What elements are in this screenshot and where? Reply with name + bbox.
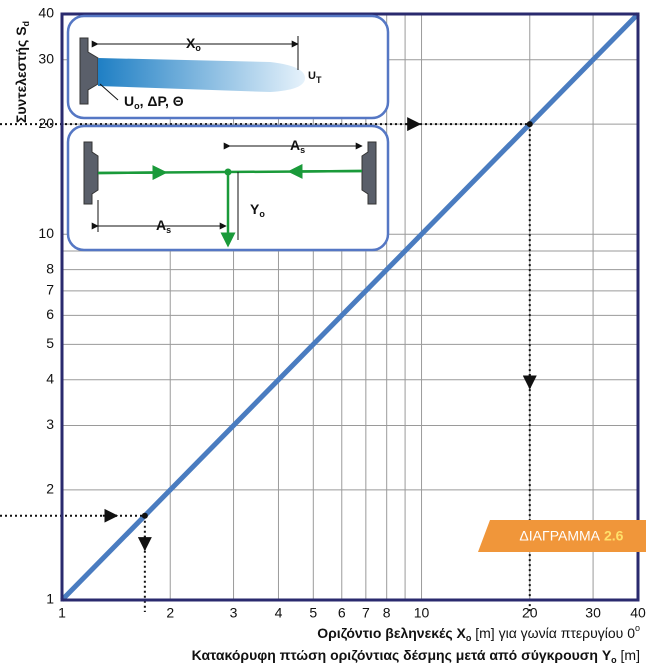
label-part: s xyxy=(166,225,171,235)
x-tick-label: 4 xyxy=(275,605,283,621)
series-line xyxy=(60,12,640,602)
inset-collision-left: As xyxy=(156,217,171,236)
label-part: X xyxy=(186,35,196,51)
label-part: o xyxy=(635,623,640,633)
label-part: o xyxy=(134,101,140,111)
inset-collision-right: As xyxy=(290,137,305,156)
x-tick-label: 5 xyxy=(309,605,317,621)
badge: ΔΙΑΓΡΑΜΜΑ 2.6 xyxy=(478,520,646,552)
x-tick-label: 2 xyxy=(166,605,174,621)
y-tick-label: 2 xyxy=(46,481,54,497)
label-part: T xyxy=(316,75,322,85)
inset-bottom xyxy=(66,124,390,252)
label-part: o xyxy=(466,633,472,643)
x-tick-label: 7 xyxy=(362,605,370,621)
inset-x-range: Xo xyxy=(186,35,201,54)
x-tick-label: 6 xyxy=(338,605,346,621)
label-part: [m] για γωνία πτερυγίου 0 xyxy=(471,625,635,641)
x-tick-label: 1 xyxy=(58,605,66,621)
y-tick-label: 3 xyxy=(46,416,54,432)
x-tick-label: 8 xyxy=(383,605,391,621)
y-tick-label: 4 xyxy=(46,370,54,386)
label-part: , ΔP, Θ xyxy=(140,93,184,109)
inset-nozzle: Uo, ΔP, Θ xyxy=(124,93,184,112)
label-part: Οριζόντιο βεληνεκές X xyxy=(317,625,466,641)
label-part: U xyxy=(308,70,316,82)
y-tick-label: 10 xyxy=(38,225,54,241)
label-part: U xyxy=(124,93,134,109)
label-part: s xyxy=(300,145,305,155)
label-part: Συντελεστής S xyxy=(13,26,29,123)
x-tick-label: 20 xyxy=(522,605,538,621)
x-axis-label-2: Κατακόρυφη πτώση οριζόντιας δέσμης μετά … xyxy=(192,647,640,666)
y-tick-label: 8 xyxy=(46,260,54,276)
y-tick-label: 7 xyxy=(46,282,54,298)
badge-number: 2.6 xyxy=(604,528,624,544)
y-tick-label: 20 xyxy=(38,115,54,131)
label-part: o xyxy=(195,43,201,53)
y-tick-label: 30 xyxy=(38,50,54,66)
label-part: [m] xyxy=(617,647,640,663)
inset-tip-velocity: UT xyxy=(308,70,322,85)
label-part: o xyxy=(259,209,265,219)
label-part: d xyxy=(21,21,31,27)
x-tick-label: 3 xyxy=(230,605,238,621)
x-axis-label: Οριζόντιο βεληνεκές Xo [m] για γωνία πτε… xyxy=(317,623,640,643)
y-tick-label: 6 xyxy=(46,306,54,322)
badge-text: ΔΙΑΓΡΑΜΜΑ xyxy=(519,528,600,544)
label-part: Κατακόρυφη πτώση οριζόντιας δέσμης μετά … xyxy=(192,647,612,663)
x-tick-label: 40 xyxy=(630,605,646,621)
x-tick-label: 10 xyxy=(414,605,430,621)
example-point xyxy=(141,512,148,519)
plot-frame xyxy=(60,12,640,602)
example-point xyxy=(526,121,533,128)
label-part: o xyxy=(611,655,617,665)
y-tick-label: 5 xyxy=(46,335,54,351)
y-tick-label: 1 xyxy=(46,591,54,607)
y-tick-label: 40 xyxy=(38,5,54,21)
label-part: Y xyxy=(250,201,260,217)
x-tick-label: 30 xyxy=(585,605,601,621)
inset-top xyxy=(66,14,390,120)
inset-drop: Yo xyxy=(250,201,265,220)
label-part: A xyxy=(156,217,166,233)
y-axis-label: Συντελεστής Sd xyxy=(13,21,32,123)
label-part: A xyxy=(290,137,300,153)
